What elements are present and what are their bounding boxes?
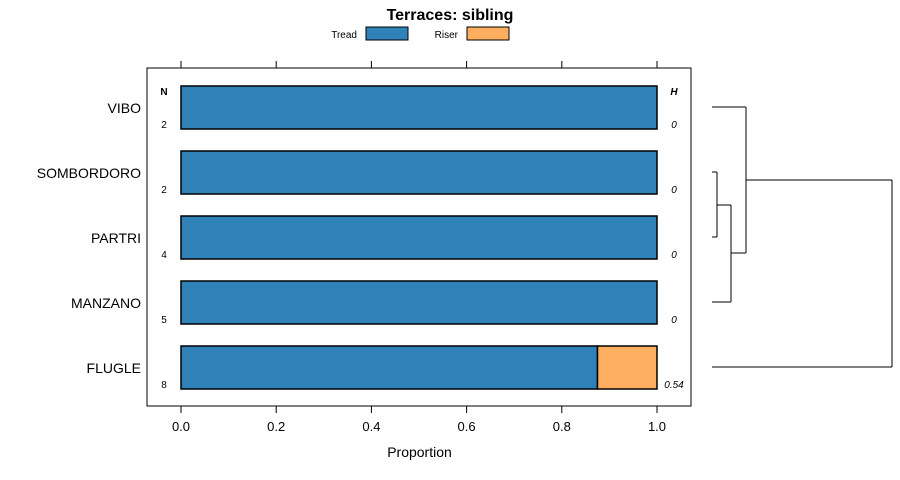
x-tick-label: 1.0 (648, 419, 666, 434)
n-value: 2 (161, 185, 167, 196)
n-value: 8 (161, 380, 167, 391)
n-h-annotations: 2 0 2 0 4 0 5 0 8 0.54 N H (160, 87, 684, 391)
bar-flugle-riser (596, 345, 658, 390)
h-value: 0 (671, 185, 677, 196)
bar-manzano-tread (180, 280, 658, 325)
n-header: N (160, 87, 167, 98)
bar-flugle-tread (180, 345, 599, 390)
legend-label-tread: Tread (331, 30, 357, 41)
x-tick-label: 0.6 (458, 419, 476, 434)
bars (180, 85, 658, 390)
n-value: 2 (161, 120, 167, 131)
h-value: 0 (671, 315, 677, 326)
x-tick-label: 0.4 (362, 419, 380, 434)
top-axis-ticks (180, 61, 658, 68)
category-label: MANZANO (71, 295, 141, 311)
n-value: 4 (161, 250, 167, 261)
dendrogram (712, 106, 893, 368)
h-value: 0.54 (664, 380, 684, 391)
bar-vibo-tread (180, 85, 658, 130)
n-value: 5 (161, 315, 167, 326)
bar-partri-tread (180, 215, 658, 260)
h-value: 0 (671, 250, 677, 261)
h-header: H (670, 87, 678, 98)
plot-panel (146, 67, 692, 407)
chart-title: Terraces: sibling (387, 7, 514, 24)
h-value: 0 (671, 120, 677, 131)
x-tick-label: 0.0 (172, 419, 190, 434)
category-label: FLUGLE (87, 360, 141, 376)
x-tick-label: 0.8 (553, 419, 571, 434)
legend-swatch-riser (466, 26, 510, 41)
legend: Tread Riser (331, 26, 510, 41)
category-label: PARTRI (91, 230, 141, 246)
legend-swatch-tread (365, 26, 409, 41)
x-axis: 0.0 0.2 0.4 0.6 0.8 1.0 (172, 406, 666, 434)
category-labels: VIBO SOMBORDORO PARTRI MANZANO FLUGLE (37, 100, 141, 376)
bar-sombordoro-tread (180, 150, 658, 195)
category-label: VIBO (108, 100, 142, 116)
x-axis-title: Proportion (387, 444, 452, 460)
category-label: SOMBORDORO (37, 165, 141, 181)
legend-label-riser: Riser (435, 30, 459, 41)
x-tick-label: 0.2 (267, 419, 285, 434)
